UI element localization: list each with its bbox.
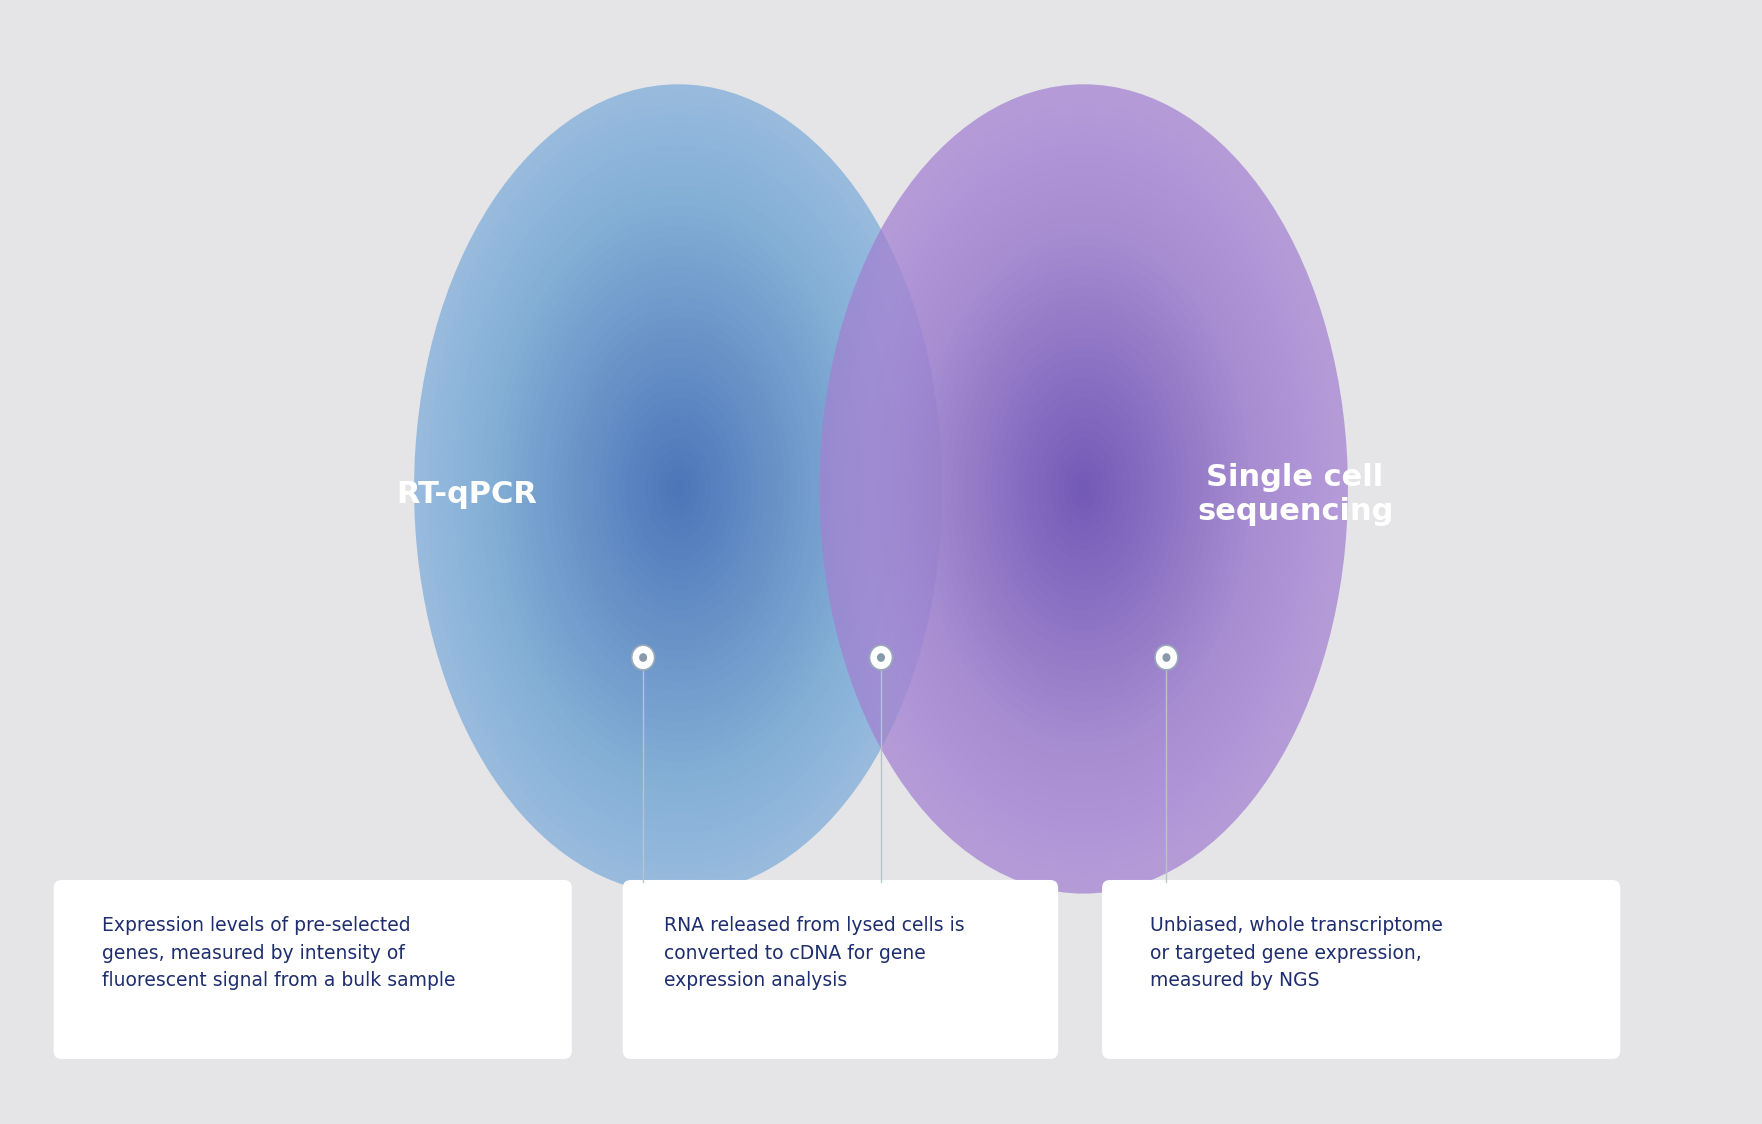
Ellipse shape <box>559 307 798 671</box>
Ellipse shape <box>486 196 870 782</box>
Ellipse shape <box>513 236 844 742</box>
Ellipse shape <box>493 206 863 772</box>
Ellipse shape <box>626 408 731 570</box>
Ellipse shape <box>460 155 897 823</box>
Ellipse shape <box>985 337 1182 641</box>
Ellipse shape <box>853 135 1314 843</box>
Ellipse shape <box>633 418 724 560</box>
Ellipse shape <box>877 653 885 662</box>
Ellipse shape <box>539 277 818 701</box>
Ellipse shape <box>414 84 943 894</box>
Ellipse shape <box>585 347 772 631</box>
Ellipse shape <box>892 196 1276 782</box>
Ellipse shape <box>1043 428 1124 550</box>
Ellipse shape <box>592 357 765 620</box>
Ellipse shape <box>421 94 936 883</box>
Ellipse shape <box>1004 368 1163 610</box>
Ellipse shape <box>652 448 705 529</box>
Ellipse shape <box>507 226 849 752</box>
Ellipse shape <box>566 317 791 661</box>
Ellipse shape <box>819 84 1348 894</box>
Ellipse shape <box>879 175 1288 803</box>
Ellipse shape <box>937 266 1228 711</box>
Ellipse shape <box>951 287 1216 691</box>
Ellipse shape <box>553 297 803 681</box>
Ellipse shape <box>1031 408 1136 570</box>
Ellipse shape <box>932 256 1235 722</box>
FancyBboxPatch shape <box>53 880 573 1059</box>
FancyBboxPatch shape <box>1101 880 1621 1059</box>
Ellipse shape <box>959 297 1209 681</box>
Ellipse shape <box>826 94 1341 883</box>
Text: RT-qPCR: RT-qPCR <box>396 480 537 509</box>
Ellipse shape <box>1017 388 1149 590</box>
Ellipse shape <box>1163 653 1170 662</box>
Ellipse shape <box>885 185 1283 792</box>
Text: Single cell
sequencing: Single cell sequencing <box>1196 463 1394 526</box>
Ellipse shape <box>467 165 890 813</box>
Ellipse shape <box>971 317 1196 661</box>
Ellipse shape <box>990 347 1175 631</box>
Ellipse shape <box>899 206 1269 772</box>
Text: Expression levels of pre-selected
genes, measured by intensity of
fluorescent si: Expression levels of pre-selected genes,… <box>102 916 455 990</box>
Ellipse shape <box>870 645 892 670</box>
Ellipse shape <box>645 438 712 540</box>
Ellipse shape <box>1057 448 1110 529</box>
Ellipse shape <box>500 216 856 762</box>
Ellipse shape <box>546 287 811 691</box>
Ellipse shape <box>819 84 1348 894</box>
Ellipse shape <box>640 653 647 662</box>
Ellipse shape <box>858 145 1307 833</box>
Ellipse shape <box>599 368 758 610</box>
Ellipse shape <box>580 337 777 641</box>
Ellipse shape <box>532 266 823 711</box>
FancyBboxPatch shape <box>622 880 1059 1059</box>
Ellipse shape <box>1050 438 1117 540</box>
Ellipse shape <box>997 357 1170 620</box>
Ellipse shape <box>1077 479 1091 499</box>
Ellipse shape <box>918 236 1249 742</box>
Ellipse shape <box>839 115 1329 863</box>
Ellipse shape <box>664 469 691 509</box>
Ellipse shape <box>872 165 1295 813</box>
Ellipse shape <box>440 125 916 853</box>
Ellipse shape <box>1070 469 1096 509</box>
Ellipse shape <box>527 256 830 722</box>
Ellipse shape <box>1156 645 1177 670</box>
Ellipse shape <box>618 398 738 580</box>
Text: RNA released from lysed cells is
converted to cDNA for gene
expression analysis: RNA released from lysed cells is convert… <box>664 916 966 990</box>
Ellipse shape <box>944 277 1223 701</box>
Ellipse shape <box>613 388 745 590</box>
Ellipse shape <box>631 645 655 670</box>
Ellipse shape <box>638 428 719 550</box>
Ellipse shape <box>520 246 837 732</box>
Ellipse shape <box>925 246 1242 732</box>
Ellipse shape <box>846 125 1322 853</box>
Ellipse shape <box>966 307 1202 671</box>
Ellipse shape <box>832 105 1336 873</box>
Ellipse shape <box>606 378 751 600</box>
Ellipse shape <box>426 105 930 873</box>
Text: Unbiased, whole transcriptome
or targeted gene expression,
measured by NGS: Unbiased, whole transcriptome or targete… <box>1151 916 1443 990</box>
Ellipse shape <box>1038 418 1129 560</box>
Ellipse shape <box>455 145 902 833</box>
Ellipse shape <box>906 216 1262 762</box>
Ellipse shape <box>865 155 1302 823</box>
Ellipse shape <box>573 327 784 651</box>
Ellipse shape <box>1064 459 1103 519</box>
Ellipse shape <box>479 185 877 792</box>
Ellipse shape <box>671 479 685 499</box>
Ellipse shape <box>911 226 1255 752</box>
Ellipse shape <box>1011 378 1156 600</box>
Ellipse shape <box>414 84 943 894</box>
Ellipse shape <box>659 459 698 519</box>
Ellipse shape <box>448 135 909 843</box>
Ellipse shape <box>978 327 1189 651</box>
Ellipse shape <box>1024 398 1144 580</box>
Ellipse shape <box>433 115 923 863</box>
Ellipse shape <box>474 175 883 803</box>
